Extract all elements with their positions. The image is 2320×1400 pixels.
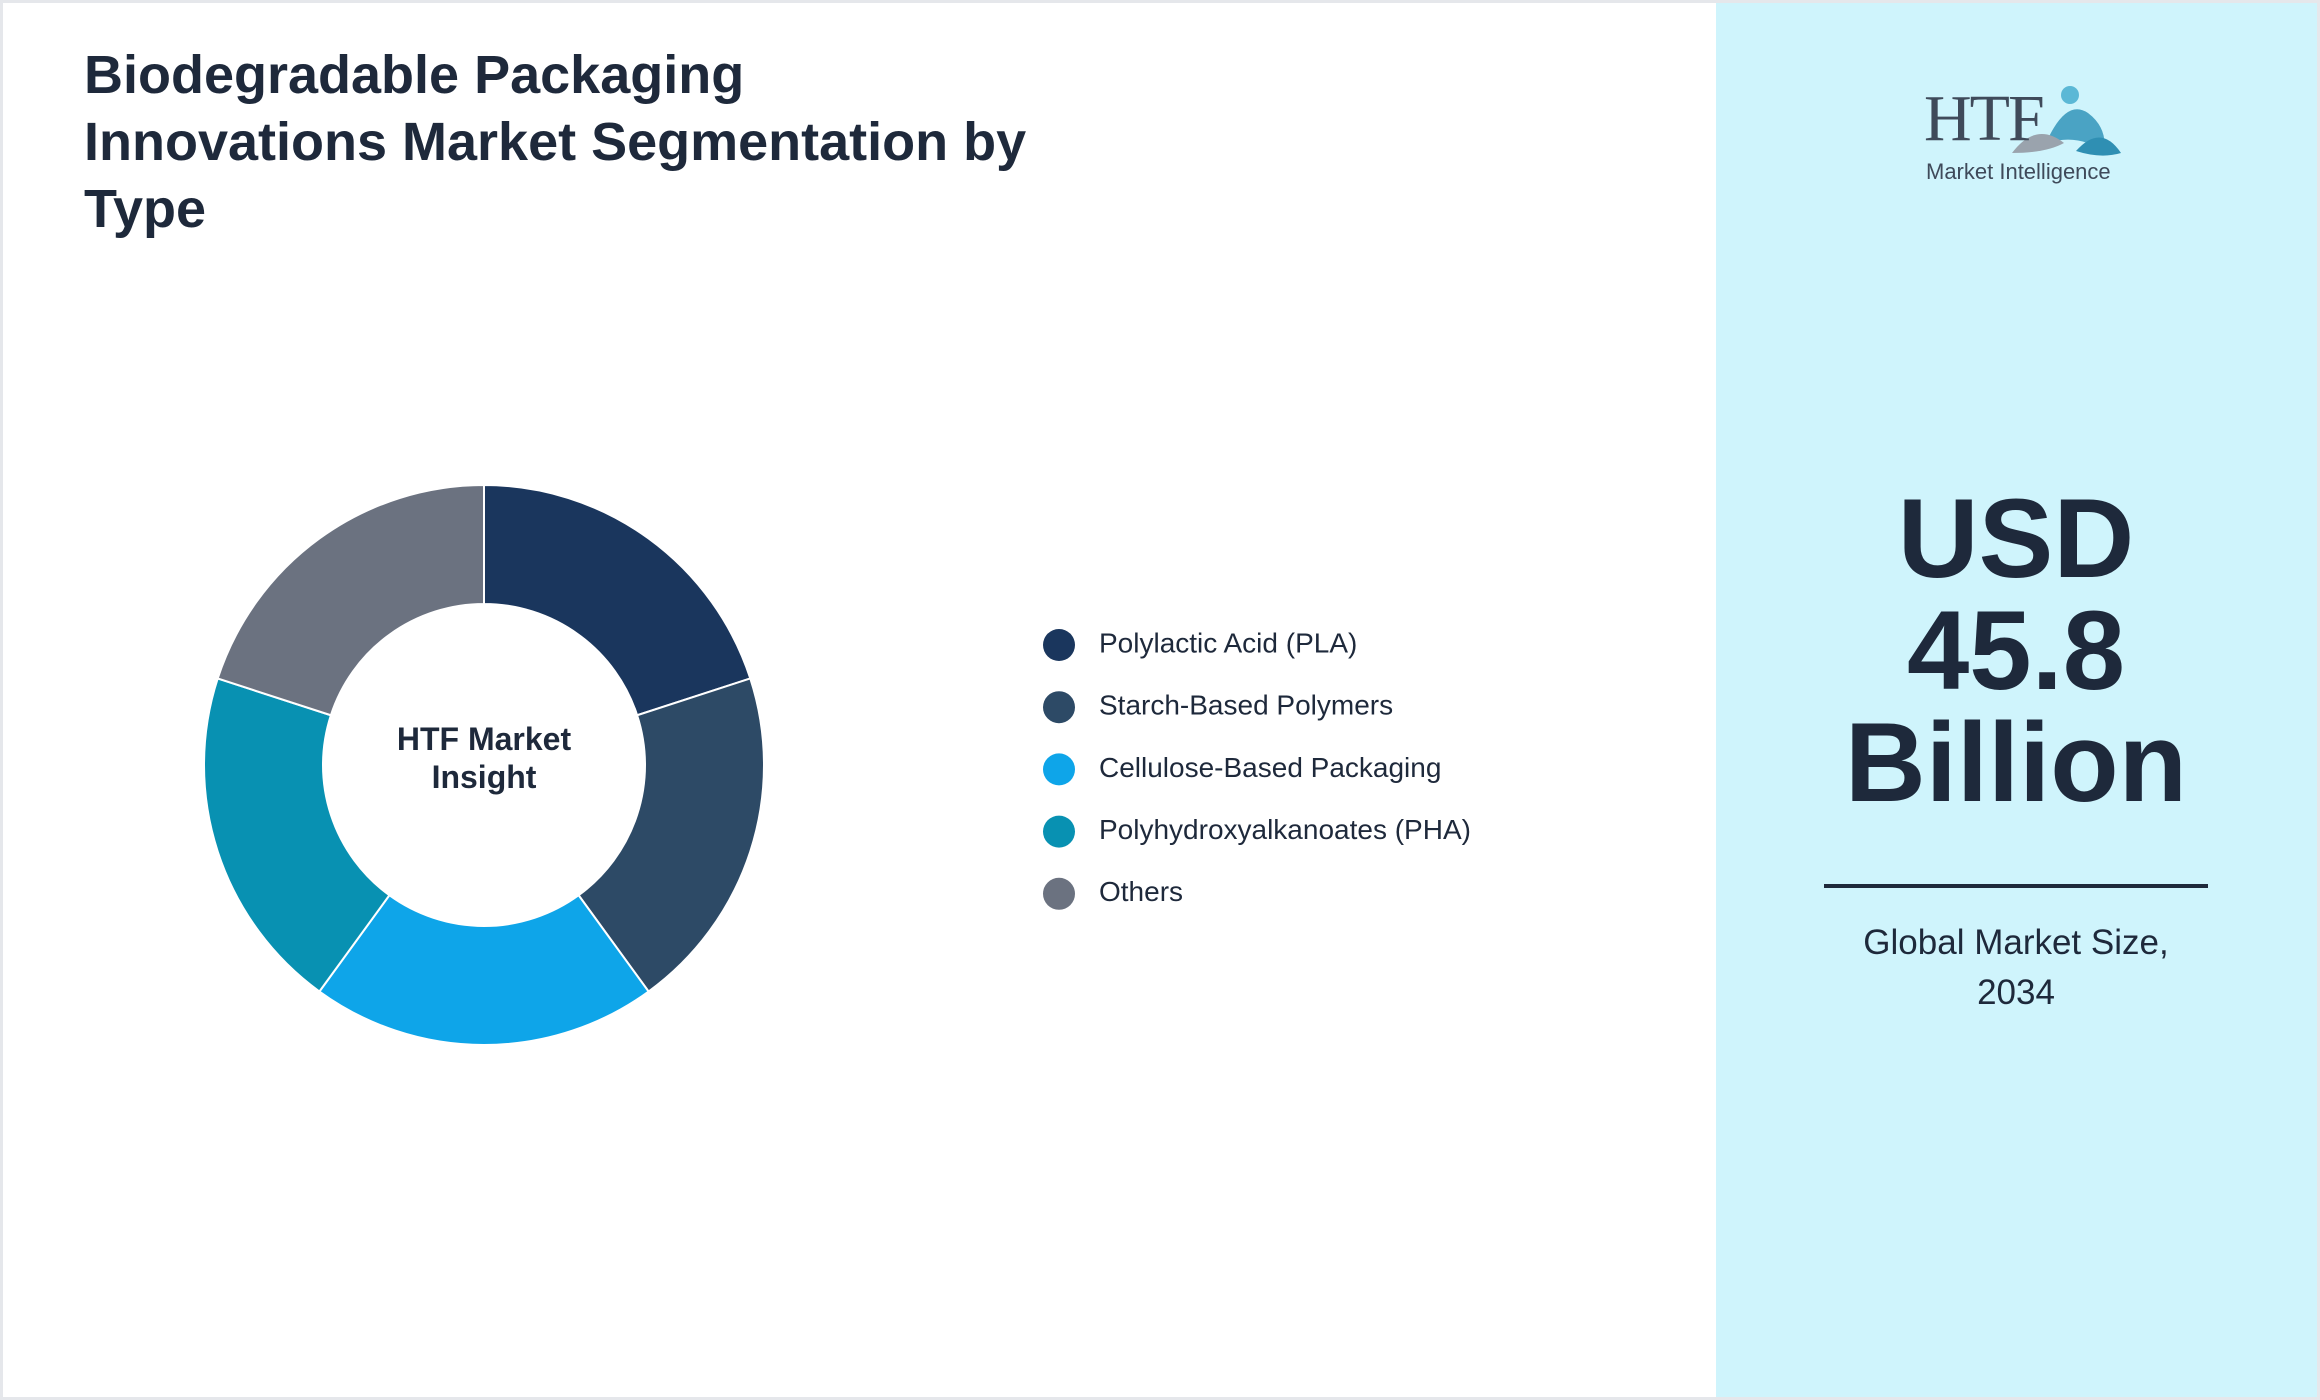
divider (1824, 884, 2208, 888)
legend-label: Others (1099, 876, 1183, 907)
legend-swatch (1043, 815, 1075, 848)
legend-swatch (1043, 877, 1075, 910)
legend-label: Polylactic Acid (PLA) (1099, 627, 1357, 658)
legend-label: Starch-Based Polymers (1099, 690, 1393, 721)
donut-slice (483, 483, 752, 717)
legend-label: Polyhydroxyalkanoates (PHA) (1099, 814, 1471, 845)
legend-swatch (1043, 629, 1075, 661)
chart-title: Biodegradable Packaging Innovations Mark… (84, 45, 1027, 239)
logo-icon (2012, 86, 2121, 156)
donut-slice (318, 893, 650, 1047)
caption: Global Market Size, 2034 (1863, 923, 2169, 1012)
legend-swatch (1043, 753, 1075, 786)
legend-label: Cellulose-Based Packaging (1099, 752, 1441, 783)
donut-slice (216, 483, 485, 717)
donut-slice (203, 677, 391, 993)
center-label: HTF Market Insight (396, 721, 572, 795)
headline: USD 45.8 Billion (1844, 476, 2188, 825)
donut-slice (577, 677, 765, 993)
logo-title: HTF (1924, 82, 2045, 155)
side-panel: HTF Market Intelligence USD 45.8 Billion… (1716, 3, 2317, 1397)
legend-swatch (1043, 691, 1075, 724)
logo-subtitle: Market Intelligence (1926, 159, 2111, 184)
